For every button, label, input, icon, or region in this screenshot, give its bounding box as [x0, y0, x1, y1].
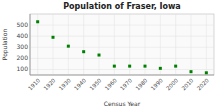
x-tick-label: 1940 [73, 77, 87, 91]
x-grid-line [53, 14, 54, 75]
data-point [174, 65, 177, 68]
x-tick-label: 1990 [150, 77, 164, 91]
data-point [113, 65, 116, 68]
x-grid-line [68, 14, 69, 75]
data-point [82, 50, 85, 53]
data-point [52, 36, 55, 39]
x-grid-line [99, 14, 100, 75]
y-grid-line [30, 58, 214, 59]
plot-frame [30, 14, 214, 75]
x-tick-label: 1980 [134, 77, 148, 91]
data-point [144, 65, 147, 68]
data-point [98, 54, 101, 57]
x-grid-line [114, 14, 115, 75]
x-tick-label: 1950 [88, 77, 102, 91]
y-grid-line [30, 69, 214, 70]
x-tick-label: 2000 [165, 77, 179, 91]
y-tick-label: 500 [17, 21, 29, 28]
y-tick-label: 100 [17, 65, 29, 72]
x-tick-label: 1920 [42, 77, 56, 91]
y-tick-label: 400 [17, 32, 29, 39]
y-grid-line [30, 25, 214, 26]
x-tick-label: 1930 [58, 77, 72, 91]
x-tick-label: 2020 [196, 77, 210, 91]
x-grid-line [175, 14, 176, 75]
y-tick-label: 200 [17, 54, 29, 61]
y-axis-label: Population [1, 29, 9, 61]
data-point [190, 70, 193, 73]
data-point [128, 65, 131, 68]
x-tick-label: 1960 [104, 77, 118, 91]
x-axis-line [30, 75, 214, 76]
y-axis-line [30, 14, 31, 75]
x-grid-line [191, 14, 192, 75]
data-point [36, 20, 39, 23]
y-grid-line [30, 36, 214, 37]
x-grid-line [206, 14, 207, 75]
chart-title: Population of Fraser, Iowa [63, 2, 181, 11]
points-group [36, 20, 208, 74]
data-point [159, 67, 162, 70]
x-grid-line [83, 14, 84, 75]
x-grid-line [160, 14, 161, 75]
chart-svg: 1002003004005001910192019301940195019601… [0, 0, 220, 110]
x-tick-label: 1970 [119, 77, 133, 91]
x-grid-line [37, 14, 38, 75]
x-tick-label: 2010 [180, 77, 194, 91]
x-grid-line [129, 14, 130, 75]
x-axis-label: Census Year [104, 100, 141, 107]
y-tick-label: 300 [17, 43, 29, 50]
y-grid-line [30, 47, 214, 48]
data-point [205, 71, 208, 74]
x-grid-line [145, 14, 146, 75]
data-point [67, 45, 70, 48]
x-tick-label: 1910 [27, 77, 41, 91]
chart-container: 1002003004005001910192019301940195019601… [0, 0, 220, 110]
